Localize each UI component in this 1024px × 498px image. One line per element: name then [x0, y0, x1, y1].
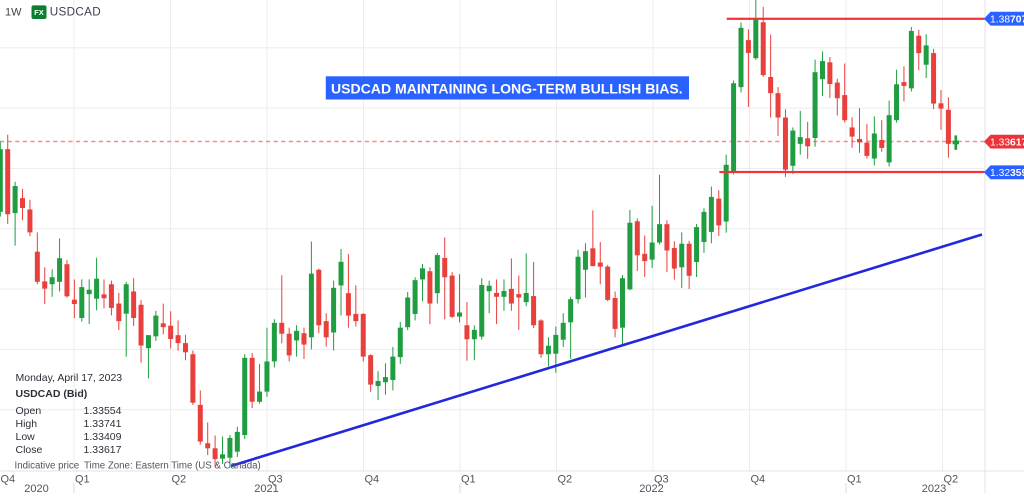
svg-text:1.33617: 1.33617 [990, 137, 1024, 148]
svg-text:Q4: Q4 [365, 474, 380, 486]
svg-text:Q2: Q2 [558, 474, 573, 486]
svg-text:Monday, April 17, 2023: Monday, April 17, 2023 [16, 372, 123, 384]
svg-text:USDCAD MAINTAINING LONG-TERM B: USDCAD MAINTAINING LONG-TERM BULLISH BIA… [331, 81, 683, 97]
svg-text:Time Zone: Eastern Time (US &: Time Zone: Eastern Time (US & Canada) [84, 460, 261, 471]
svg-text:Close: Close [16, 444, 43, 456]
svg-text:1.33554: 1.33554 [84, 405, 122, 417]
svg-text:Q2: Q2 [944, 474, 959, 486]
svg-text:1.33409: 1.33409 [84, 431, 122, 443]
svg-text:2022: 2022 [639, 483, 663, 493]
svg-text:USDCAD (Bid): USDCAD (Bid) [16, 388, 88, 400]
svg-text:USDCAD: USDCAD [50, 5, 101, 18]
svg-text:2023: 2023 [922, 483, 946, 493]
svg-text:Indicative price: Indicative price [15, 460, 80, 471]
svg-text:Q1: Q1 [75, 474, 90, 486]
svg-text:FX: FX [34, 8, 44, 17]
svg-text:1.33617: 1.33617 [84, 444, 122, 456]
svg-text:2020: 2020 [24, 483, 48, 493]
svg-text:1.32359: 1.32359 [990, 168, 1024, 179]
svg-text:1.33741: 1.33741 [84, 418, 122, 430]
svg-text:Q4: Q4 [751, 474, 766, 486]
svg-text:Q1: Q1 [461, 474, 476, 486]
svg-text:1.38707: 1.38707 [990, 14, 1024, 25]
svg-text:Q1: Q1 [847, 474, 862, 486]
svg-text:Q3: Q3 [654, 474, 669, 486]
svg-text:Open: Open [16, 405, 42, 417]
svg-text:High: High [16, 418, 38, 430]
svg-text:1W: 1W [5, 6, 22, 18]
svg-text:Q2: Q2 [172, 474, 187, 486]
svg-text:Q3: Q3 [268, 474, 283, 486]
svg-text:2021: 2021 [254, 483, 278, 493]
svg-text:Low: Low [16, 431, 36, 443]
svg-text:Q4: Q4 [1, 474, 16, 486]
